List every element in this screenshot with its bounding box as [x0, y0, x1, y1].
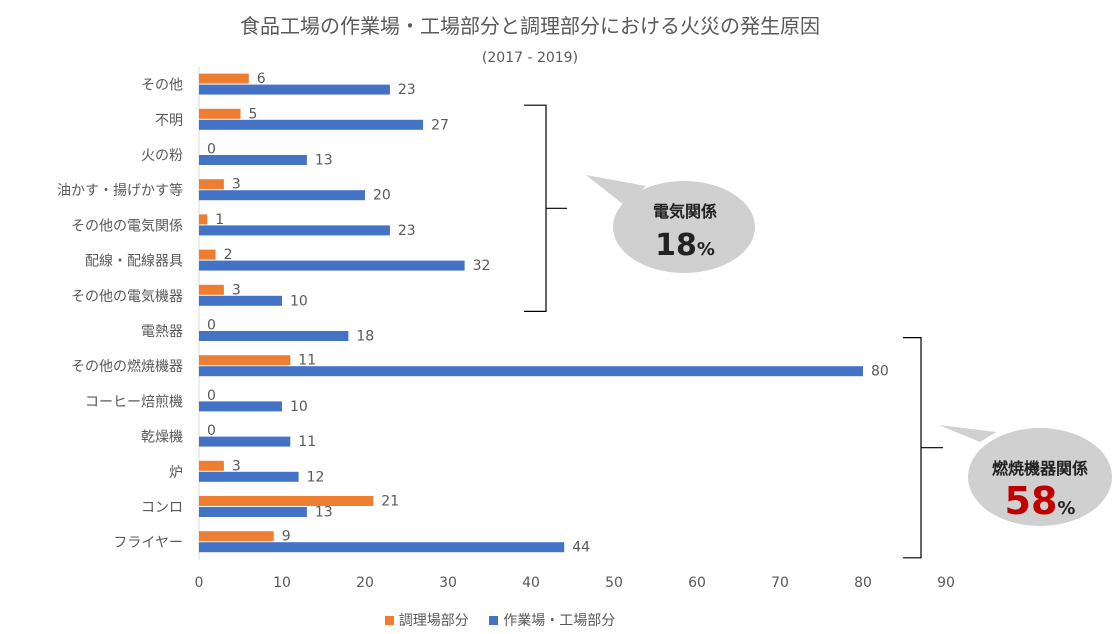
data-label-series-2: 23	[398, 223, 416, 239]
data-label-series-2: 10	[290, 293, 308, 309]
data-label-series-1: 0	[207, 318, 216, 334]
data-label-series-1: 0	[207, 388, 216, 404]
data-label-series-2: 32	[473, 258, 491, 274]
bar-series-1	[199, 496, 374, 506]
category-label: その他	[141, 78, 183, 94]
data-label-series-1: 3	[232, 458, 241, 474]
legend-item-series-1: 調理場部分	[384, 610, 469, 630]
annotation-electric-label: 電気関係	[652, 202, 717, 221]
bar-series-1	[199, 179, 224, 190]
bar-series-2	[199, 190, 365, 201]
annotation-electric: 電気関係 18%	[620, 198, 750, 263]
category-label: その他の電気関係	[71, 218, 183, 234]
x-tick-label: 70	[771, 575, 789, 591]
data-label-series-2: 13	[315, 505, 333, 521]
bar-series-2	[199, 542, 565, 553]
bar-series-1	[199, 214, 208, 225]
bracket-electric	[524, 104, 547, 312]
category-label: 不明	[155, 113, 183, 129]
data-label-series-1: 2	[224, 247, 233, 263]
data-label-series-1: 21	[381, 494, 399, 510]
legend: 調理場部分 作業場・工場部分	[0, 610, 1000, 630]
legend-item-series-2: 作業場・工場部分	[489, 610, 615, 630]
data-label-series-1: 3	[232, 282, 241, 298]
category-label: コーヒー焙煎機	[85, 394, 183, 410]
bar-series-2	[199, 331, 349, 341]
data-label-series-1: 0	[207, 423, 216, 439]
bar-series-2	[199, 366, 863, 377]
data-label-series-2: 20	[373, 188, 391, 204]
data-label-series-2: 44	[572, 540, 590, 556]
bar-series-1	[199, 73, 249, 84]
data-label-series-2: 12	[307, 469, 325, 485]
x-tick-label: 40	[522, 575, 540, 591]
category-label: 配線・配線器具	[85, 254, 183, 270]
data-label-series-1: 0	[207, 142, 216, 158]
bar-series-2	[199, 295, 282, 306]
legend-swatch-series-1	[384, 615, 394, 625]
bar-series-1	[199, 460, 224, 471]
data-label-series-1: 5	[249, 106, 258, 122]
bar-series-1	[199, 531, 274, 542]
bar-series-2	[199, 471, 299, 482]
x-tick-label: 10	[273, 575, 291, 591]
data-label-series-1: 6	[257, 71, 266, 87]
legend-label-series-1: 調理場部分	[398, 613, 469, 629]
annotation-electric-value: 18	[655, 228, 697, 263]
category-label: 電熱器	[141, 324, 183, 340]
chart-title: 食品工場の作業場・工場部分と調理部分における火災の発生原因	[240, 14, 820, 38]
bar-series-1	[199, 249, 216, 260]
category-label: 油かす・揚げかす等	[57, 182, 183, 199]
bar-series-2	[199, 260, 465, 271]
bar-series-2	[199, 155, 307, 165]
bar-series-2	[199, 119, 424, 130]
legend-label-series-2: 作業場・工場部分	[503, 613, 616, 629]
bar-series-2	[199, 401, 282, 412]
category-label: コンロ	[141, 500, 183, 516]
data-label-series-1: 9	[282, 529, 291, 545]
x-tick-label: 50	[605, 575, 623, 591]
data-label-series-2: 10	[290, 399, 308, 415]
annotation-combustion: 燃焼機器関係 58%	[970, 455, 1110, 523]
category-label: その他の燃焼機器	[71, 358, 183, 375]
x-tick-label: 80	[854, 575, 872, 591]
bar-series-2	[199, 436, 291, 447]
annotation-combustion-label: 燃焼機器関係	[991, 459, 1088, 478]
bar-series-1	[199, 284, 224, 295]
data-label-series-2: 80	[871, 364, 889, 380]
data-label-series-2: 11	[298, 434, 316, 450]
bubble-combustion	[968, 428, 1112, 526]
bubble-combustion-pointer	[939, 425, 996, 442]
bar-series-1	[199, 108, 241, 119]
category-label: 炉	[169, 465, 183, 481]
data-label-series-2: 13	[315, 153, 333, 169]
x-tick-label: 90	[937, 575, 955, 591]
category-label: 火の粉	[141, 148, 183, 164]
annotation-combustion-value: 58	[1004, 479, 1058, 523]
bar-series-2	[199, 225, 390, 236]
annotation-electric-unit: %	[696, 239, 715, 260]
data-label-series-2: 18	[356, 329, 374, 345]
legend-swatch-series-2	[489, 615, 499, 625]
data-label-series-1: 11	[298, 353, 316, 369]
category-label: 乾燥機	[141, 430, 183, 446]
data-label-series-2: 23	[398, 82, 416, 98]
data-label-series-2: 27	[431, 117, 449, 133]
x-tick-label: 30	[439, 575, 457, 591]
bubble-electric	[613, 181, 755, 273]
chart-subtitle: (2017 - 2019)	[481, 50, 579, 66]
x-tick-label: 0	[195, 575, 204, 591]
x-tick-label: 20	[356, 575, 374, 591]
data-label-series-1: 3	[232, 177, 241, 193]
category-label: フライヤー	[113, 535, 183, 551]
category-label: その他の電気機器	[71, 289, 183, 305]
x-tick-label: 60	[688, 575, 706, 591]
bar-series-2	[199, 507, 307, 517]
bar-series-1	[199, 355, 291, 366]
bracket-combustion	[903, 337, 922, 559]
data-label-series-1: 1	[215, 212, 224, 228]
bar-series-2	[199, 84, 390, 95]
annotation-combustion-unit: %	[1057, 498, 1076, 519]
